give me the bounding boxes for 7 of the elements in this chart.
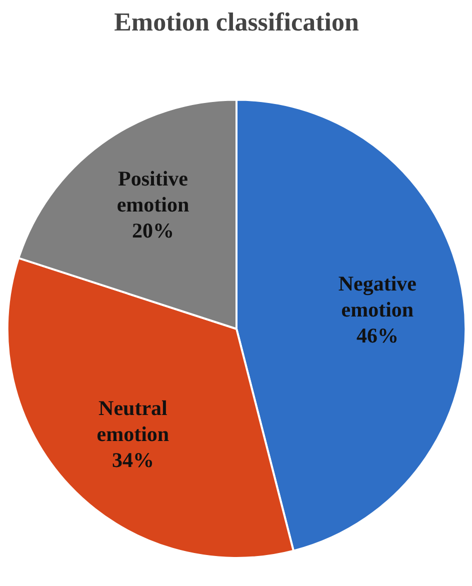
chart-title: Emotion classification xyxy=(114,8,360,36)
data-label: 20% xyxy=(132,218,174,243)
slice-label: Neutral emotion xyxy=(96,396,170,446)
data-label: 46% xyxy=(356,324,398,348)
slice-label: Positive emotion xyxy=(116,166,190,217)
data-label: 34% xyxy=(112,448,154,472)
slice-label: Negative emotion xyxy=(338,272,417,322)
